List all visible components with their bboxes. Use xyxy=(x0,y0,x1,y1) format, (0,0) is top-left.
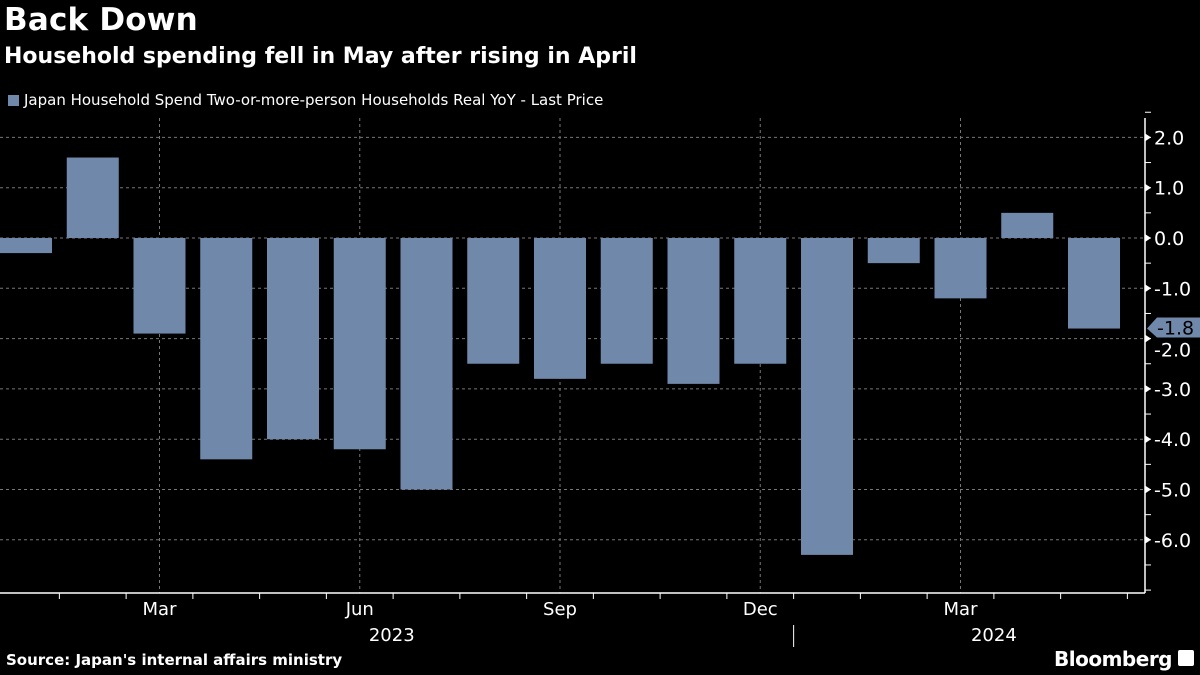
x-tick-label: Sep xyxy=(543,599,577,620)
y-tick-label: -4.0 xyxy=(1154,429,1191,451)
y-tick-marker xyxy=(1145,435,1151,444)
y-tick-marker xyxy=(1145,133,1151,142)
y-tick-label: 0.0 xyxy=(1154,228,1184,250)
x-tick-label: Dec xyxy=(743,599,778,620)
y-tick-marker xyxy=(1145,485,1151,494)
x-year-label: 2023 xyxy=(369,625,415,646)
bloomberg-logo: Bloomberg xyxy=(1054,647,1172,671)
y-tick-label: -5.0 xyxy=(1154,480,1191,502)
last-value-label: -1.8 xyxy=(1157,318,1194,340)
y-tick-marker xyxy=(1145,334,1151,343)
chart-subtitle: Household spending fell in May after ris… xyxy=(4,44,637,69)
y-tick-label: -6.0 xyxy=(1154,530,1191,552)
bar xyxy=(667,238,720,384)
bar xyxy=(467,238,520,364)
bar xyxy=(600,238,653,364)
x-tick-label: Jun xyxy=(345,599,374,620)
legend-label: Japan Household Spend Two-or-more-person… xyxy=(24,91,604,109)
legend-swatch xyxy=(8,94,19,106)
x-tick-label: Mar xyxy=(143,599,178,620)
y-tick-marker xyxy=(1145,183,1151,192)
y-tick-marker xyxy=(1145,234,1151,242)
legend: Japan Household Spend Two-or-more-person… xyxy=(8,91,603,109)
y-tick-label: -2.0 xyxy=(1154,340,1191,362)
bar xyxy=(934,238,987,299)
bar xyxy=(133,238,186,334)
bar xyxy=(267,238,319,440)
bar xyxy=(867,238,920,264)
y-tick-label: 2.0 xyxy=(1154,127,1184,149)
bar xyxy=(801,238,853,555)
bar xyxy=(66,157,119,238)
last-value-tag xyxy=(1147,317,1200,338)
y-tick-label: 1.0 xyxy=(1154,178,1184,200)
bar xyxy=(534,238,586,379)
y-tick-label: -3.0 xyxy=(1154,379,1191,401)
x-tick-label: Mar xyxy=(944,599,979,620)
y-tick-label: -1.0 xyxy=(1154,278,1191,300)
bar xyxy=(400,238,453,490)
bar xyxy=(734,238,787,364)
bar xyxy=(0,238,52,254)
chart-title: Back Down xyxy=(4,2,198,38)
bar xyxy=(1001,212,1054,238)
bar xyxy=(333,238,386,450)
source-note: Source: Japan's internal affairs ministr… xyxy=(6,651,343,669)
bloomberg-chart-icon xyxy=(1178,650,1194,666)
bar xyxy=(1068,238,1120,329)
y-tick-marker xyxy=(1145,384,1151,393)
x-year-label: 2024 xyxy=(971,625,1017,646)
y-tick-marker xyxy=(1145,535,1151,544)
y-tick-marker xyxy=(1145,284,1151,293)
bar xyxy=(200,238,253,460)
